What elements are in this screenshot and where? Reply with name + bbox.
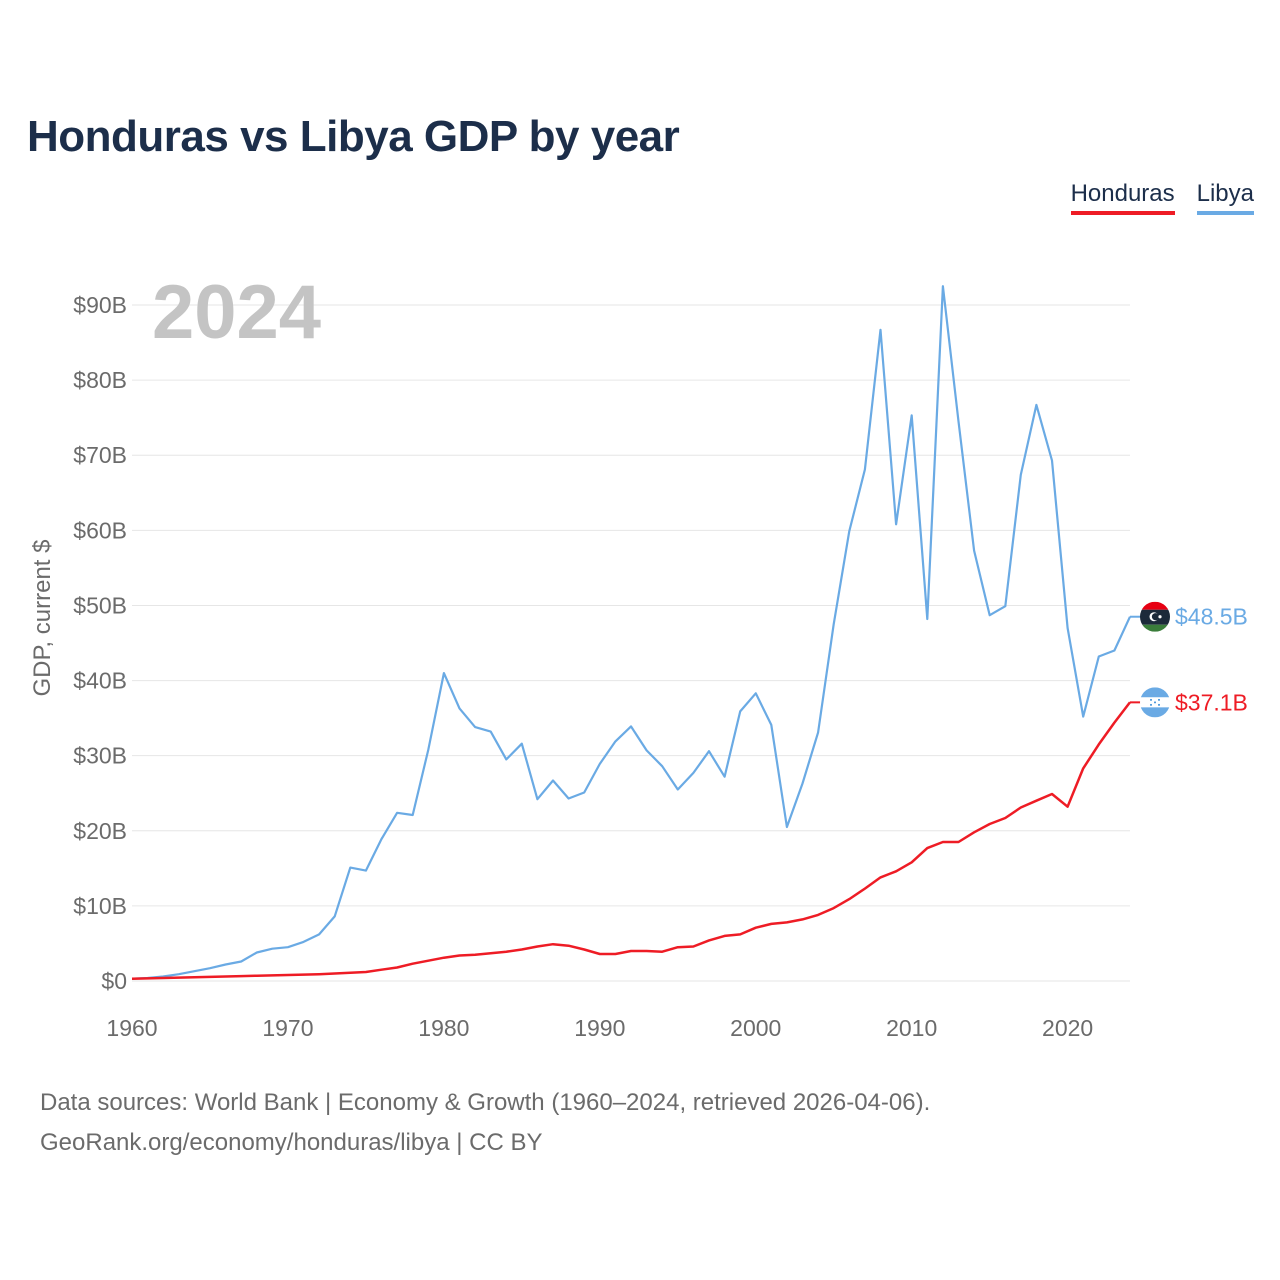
x-tick-label: 1960: [106, 1015, 157, 1041]
y-tick-label: $0: [101, 968, 127, 994]
y-tick-label: $70B: [73, 442, 127, 468]
year-label: 2024: [152, 270, 321, 355]
source-note: Data sources: World Bank | Economy & Gro…: [40, 1083, 930, 1163]
y-tick-label: $10B: [73, 893, 127, 919]
legend: Honduras Libya: [1070, 180, 1254, 215]
y-tick-label: $50B: [73, 592, 127, 618]
page-title: Honduras vs Libya GDP by year: [27, 112, 680, 161]
source-line-1: Data sources: World Bank | Economy & Gro…: [40, 1089, 931, 1116]
x-tick-label: 2020: [1042, 1015, 1093, 1041]
y-tick-label: $40B: [73, 668, 127, 694]
end-value-label-libya: $48.5B: [1175, 604, 1248, 630]
legend-item-honduras[interactable]: Honduras: [1070, 180, 1175, 215]
series-line-libya[interactable]: [131, 285, 1131, 980]
y-tick-label: $80B: [73, 367, 127, 393]
y-tick-label: $30B: [73, 743, 127, 769]
y-tick-label: $20B: [73, 818, 127, 844]
source-line-2[interactable]: GeoRank.org/economy/honduras/libya | CC …: [40, 1129, 543, 1156]
y-tick-label: $60B: [73, 517, 127, 543]
libya-flag-icon: [1140, 601, 1170, 632]
x-tick-label: 2010: [886, 1015, 937, 1041]
honduras-flag-icon: [1140, 687, 1170, 718]
x-tick-label: 1980: [418, 1015, 469, 1041]
legend-item-libya[interactable]: Libya: [1196, 180, 1254, 215]
y-tick-label: $90B: [73, 292, 127, 318]
x-tick-label: 2000: [730, 1015, 781, 1041]
x-tick-label: 1990: [574, 1015, 625, 1041]
series-line-honduras[interactable]: [131, 701, 1131, 980]
x-tick-label: 1970: [262, 1015, 313, 1041]
end-value-label-honduras: $37.1B: [1175, 689, 1248, 715]
y-axis-label: GDP, current $: [29, 540, 56, 697]
